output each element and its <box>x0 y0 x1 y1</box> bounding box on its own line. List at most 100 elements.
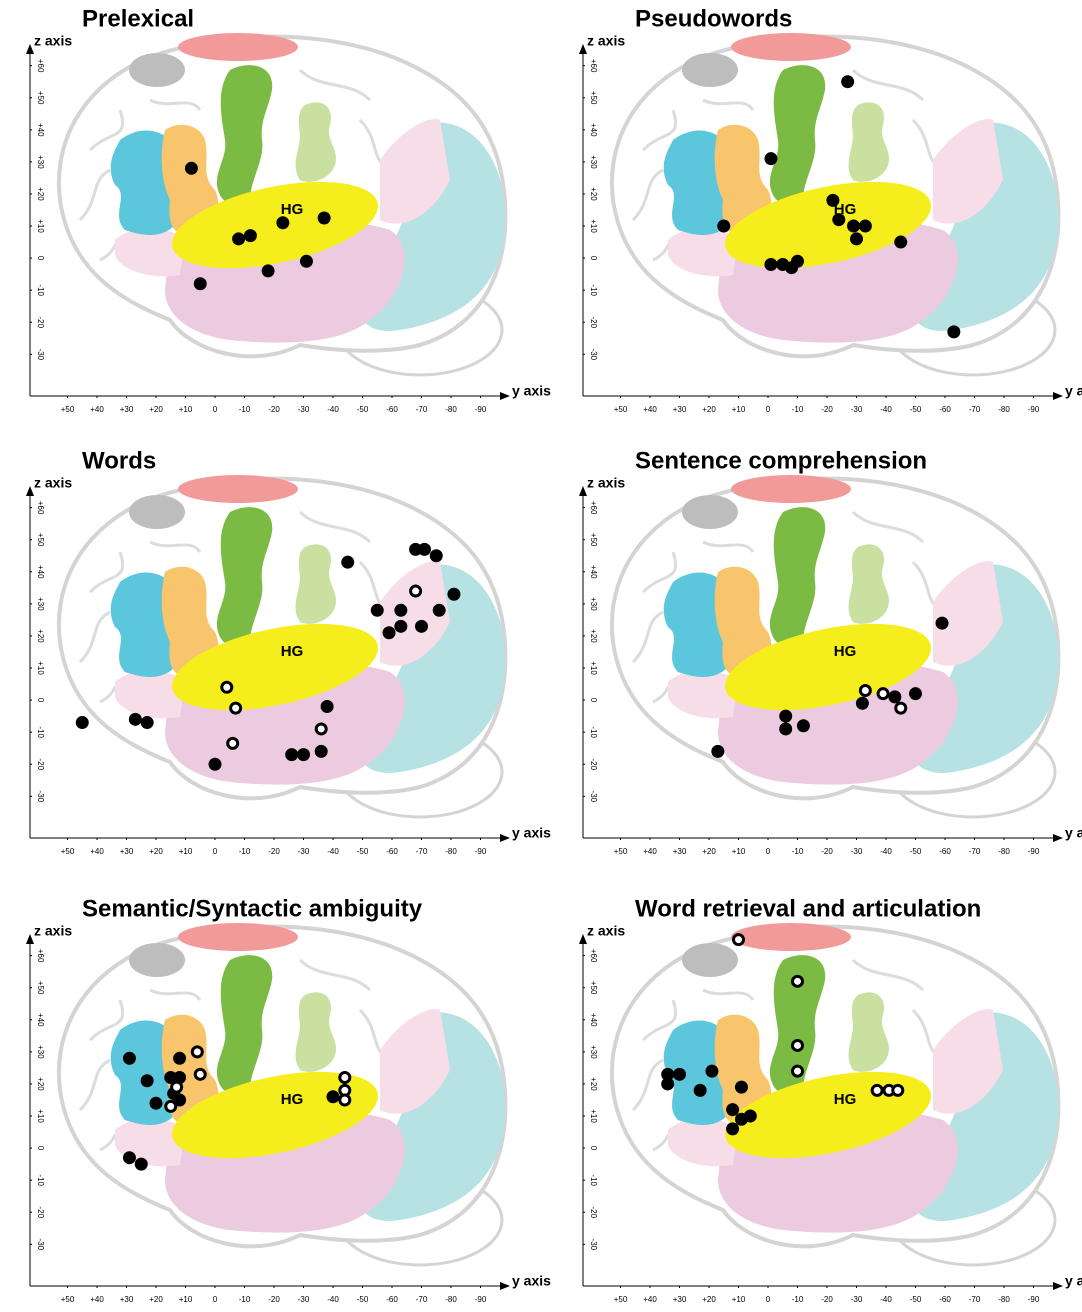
open-point <box>872 1085 882 1095</box>
point <box>856 697 868 709</box>
x-tick-label: -20 <box>821 405 833 414</box>
panel-title: Words <box>82 447 156 474</box>
y-tick-label: +60 <box>36 949 45 963</box>
point <box>76 717 88 729</box>
y-axis-label: y axis <box>1065 383 1082 399</box>
y-tick-label: -20 <box>36 758 45 770</box>
y-tick-label: +40 <box>589 123 598 137</box>
open-point <box>172 1082 182 1092</box>
x-tick-label: -70 <box>969 405 981 414</box>
x-tick-label: 0 <box>213 1295 218 1304</box>
point <box>727 1123 739 1135</box>
y-tick-label: +10 <box>589 219 598 233</box>
x-tick-label: +30 <box>673 847 687 856</box>
y-tick-label: +10 <box>589 1109 598 1123</box>
x-tick-label: -20 <box>821 1295 833 1304</box>
open-point <box>340 1095 350 1105</box>
region-label: HG <box>281 1091 304 1108</box>
y-tick-label: -20 <box>589 1206 598 1218</box>
point <box>848 220 860 232</box>
x-tick-label: +20 <box>149 847 163 856</box>
x-tick-label: +40 <box>90 847 104 856</box>
x-tick-label: 0 <box>766 847 771 856</box>
open-point <box>878 689 888 699</box>
y-tick-label: +40 <box>36 565 45 579</box>
x-tick-label: 0 <box>766 1295 771 1304</box>
x-tick-label: -30 <box>851 405 863 414</box>
open-point <box>734 935 744 945</box>
x-tick-label: -80 <box>445 405 457 414</box>
y-tick-label: +50 <box>589 981 598 995</box>
y-tick-label: -30 <box>589 791 598 803</box>
open-point <box>195 1069 205 1079</box>
point <box>209 758 221 770</box>
x-tick-label: +10 <box>179 405 193 414</box>
point <box>694 1084 706 1096</box>
point <box>433 604 445 616</box>
y-arrow <box>500 834 510 842</box>
open-point <box>411 586 421 596</box>
point <box>792 255 804 267</box>
y-tick-label: +50 <box>589 91 598 105</box>
panel: PseudowordsHGz axisy axis+50+40+30+20+10… <box>579 5 1082 414</box>
y-tick-label: -20 <box>36 316 45 328</box>
x-tick-label: -90 <box>1028 1295 1040 1304</box>
x-tick-label: -40 <box>327 847 339 856</box>
point <box>286 749 298 761</box>
x-tick-label: -50 <box>910 1295 922 1304</box>
point <box>194 278 206 290</box>
panel: Semantic/Syntactic ambiguityHGz axisy ax… <box>26 895 551 1304</box>
x-tick-label: +20 <box>702 405 716 414</box>
y-tick-label: +20 <box>36 629 45 643</box>
point <box>797 720 809 732</box>
x-tick-label: -30 <box>851 847 863 856</box>
open-point <box>896 703 906 713</box>
point <box>321 701 333 713</box>
y-tick-label: -20 <box>36 1206 45 1218</box>
x-tick-label: +40 <box>90 405 104 414</box>
y-tick-label: +30 <box>36 155 45 169</box>
region-label: HG <box>834 1091 857 1108</box>
y-tick-label: +20 <box>589 187 598 201</box>
y-tick-label: +50 <box>589 533 598 547</box>
y-tick-label: +40 <box>36 1013 45 1027</box>
z-arrow <box>579 486 587 496</box>
y-arrow <box>1053 1282 1063 1290</box>
y-tick-label: -10 <box>589 726 598 738</box>
open-point <box>192 1047 202 1057</box>
open-point <box>166 1101 176 1111</box>
point <box>300 255 312 267</box>
y-tick-label: -10 <box>589 284 598 296</box>
z-axis-label: z axis <box>34 475 72 491</box>
point <box>712 745 724 757</box>
x-tick-label: 0 <box>213 405 218 414</box>
y-tick-label: +60 <box>589 501 598 515</box>
panel: WordsHGz axisy axis+50+40+30+20+100-10-2… <box>26 447 551 856</box>
y-tick-label: +30 <box>589 597 598 611</box>
y-arrow <box>500 1282 510 1290</box>
open-point <box>222 682 232 692</box>
y-tick-label: +20 <box>36 1077 45 1091</box>
point <box>936 617 948 629</box>
sma <box>731 33 851 61</box>
sma <box>178 923 298 951</box>
y-tick-label: -30 <box>589 1239 598 1251</box>
open-point <box>340 1073 350 1083</box>
x-tick-label: -60 <box>386 847 398 856</box>
x-tick-label: -10 <box>239 405 251 414</box>
point <box>395 620 407 632</box>
point <box>277 217 289 229</box>
x-tick-label: -70 <box>969 847 981 856</box>
y-tick-label: +30 <box>589 155 598 169</box>
panel: Word retrieval and articulationHGz axisy… <box>579 895 1082 1304</box>
x-tick-label: -20 <box>821 847 833 856</box>
x-tick-label: +20 <box>702 1295 716 1304</box>
point <box>765 259 777 271</box>
prefrontal-gray <box>129 495 185 529</box>
x-tick-label: -60 <box>939 405 951 414</box>
panel-title: Pseudowords <box>635 5 792 32</box>
x-tick-label: +10 <box>179 847 193 856</box>
open-point <box>793 1040 803 1050</box>
y-tick-label: 0 <box>589 256 598 261</box>
point <box>842 76 854 88</box>
